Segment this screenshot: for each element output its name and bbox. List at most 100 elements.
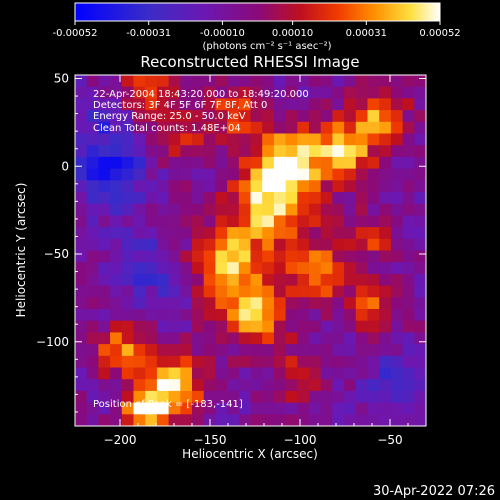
- heatmap-cell: [297, 156, 310, 170]
- heatmap-cell: [344, 355, 357, 369]
- heatmap-cell: [98, 262, 111, 275]
- heatmap-cell: [250, 332, 263, 345]
- annotation-block: 22-Apr-2004 18:43:20.000 to 18:49:20.000…: [93, 89, 309, 134]
- heatmap-cell: [145, 180, 158, 193]
- heatmap-cell: [379, 367, 392, 380]
- heatmap-cell: [121, 133, 135, 146]
- heatmap-cell: [285, 168, 298, 181]
- heatmap-cell: [367, 332, 380, 345]
- heatmap-cell: [110, 75, 123, 88]
- heatmap-cell: [110, 98, 123, 111]
- heatmap-cell: [402, 367, 415, 380]
- heatmap-cell: [180, 273, 193, 287]
- heatmap-cell: [192, 227, 205, 240]
- heatmap-cell: [145, 344, 158, 357]
- heatmap-cell: [180, 98, 193, 111]
- heatmap-cell: [262, 227, 275, 240]
- heatmap-cell: [110, 273, 123, 287]
- heatmap-cell: [344, 297, 357, 310]
- heatmap-cell: [414, 297, 426, 310]
- heatmap-cell: [250, 390, 263, 404]
- heatmap-cell: [86, 192, 99, 205]
- heatmap-cell: [168, 121, 181, 135]
- heatmap-cell: [227, 285, 240, 298]
- heatmap-cell: [309, 238, 322, 252]
- heatmap-cell: [355, 320, 369, 333]
- heatmap-cell: [145, 402, 158, 415]
- heatmap-cell: [98, 332, 111, 345]
- colorbar-tick-label: 0.00010: [272, 28, 313, 39]
- heatmap-cell: [332, 367, 345, 380]
- heatmap-cell: [86, 156, 99, 170]
- heatmap-cell: [238, 110, 252, 123]
- heatmap-cell: [133, 379, 146, 392]
- heatmap-cell: [75, 332, 88, 345]
- heatmap-cell: [297, 75, 310, 88]
- heatmap-cell: [168, 402, 181, 415]
- heatmap-cell: [168, 75, 181, 88]
- heatmap-cell: [414, 86, 426, 99]
- heatmap-cell: [75, 414, 88, 426]
- heatmap-cell: [320, 379, 333, 392]
- heatmap-cell: [309, 262, 322, 275]
- heatmap-cell: [180, 390, 193, 404]
- heatmap-cell: [344, 86, 357, 99]
- heatmap-cell: [262, 238, 275, 252]
- heatmap-cell: [238, 402, 252, 415]
- heatmap-cell: [273, 332, 287, 345]
- heatmap-cell: [402, 379, 415, 392]
- heatmap-cell: [121, 355, 135, 369]
- heatmap-cell: [367, 379, 380, 392]
- heatmap-cell: [86, 285, 99, 298]
- heatmap-cell: [379, 273, 392, 287]
- heatmap-cell: [344, 367, 357, 380]
- heatmap-cell: [309, 86, 322, 99]
- heatmap-cell: [355, 203, 369, 216]
- heatmap-cell: [215, 367, 228, 380]
- heatmap-cell: [110, 192, 123, 205]
- heatmap-cell: [355, 355, 369, 369]
- heatmap-cell: [379, 227, 392, 240]
- x-tick-label: −100: [284, 433, 317, 447]
- heatmap-cell: [285, 227, 298, 240]
- heatmap-cell: [215, 86, 228, 99]
- heatmap-cell: [192, 156, 205, 170]
- heatmap-cell: [110, 262, 123, 275]
- heatmap-cell: [168, 344, 181, 357]
- heatmap-cell: [238, 414, 252, 426]
- heatmap-cell: [262, 75, 275, 88]
- heatmap-cell: [285, 309, 298, 322]
- heatmap-cell: [355, 367, 369, 380]
- heatmap-cell: [309, 344, 322, 357]
- heatmap-cell: [98, 367, 111, 380]
- heatmap-cell: [180, 355, 193, 369]
- heatmap-cell: [390, 390, 404, 404]
- heatmap-cell: [344, 262, 357, 275]
- heatmap-cell: [379, 414, 392, 426]
- heatmap-cell: [367, 98, 380, 111]
- heatmap-cell: [145, 192, 158, 205]
- heatmap-cell: [98, 390, 111, 404]
- heatmap-cell: [110, 110, 123, 123]
- heatmap-cell: [238, 320, 252, 333]
- heatmap-cell: [133, 285, 146, 298]
- heatmap-cell: [309, 367, 322, 380]
- x-tick-label: −150: [194, 433, 227, 447]
- heatmap-cell: [168, 379, 181, 392]
- heatmap-cell: [227, 121, 240, 135]
- heatmap-cell: [75, 297, 88, 310]
- heatmap-cell: [414, 414, 426, 426]
- heatmap-cell: [309, 402, 322, 415]
- heatmap-cell: [390, 273, 404, 287]
- heatmap-cell: [273, 379, 287, 392]
- heatmap-cell: [110, 402, 123, 415]
- heatmap-cell: [238, 367, 252, 380]
- heatmap-cell: [320, 414, 333, 426]
- heatmap-cell: [192, 297, 205, 310]
- heatmap-cell: [192, 285, 205, 298]
- heatmap-cell: [227, 86, 240, 99]
- heatmap-cell: [332, 133, 345, 146]
- heatmap-cell: [285, 379, 298, 392]
- heatmap-cell: [227, 332, 240, 345]
- heatmap-cell: [390, 344, 404, 357]
